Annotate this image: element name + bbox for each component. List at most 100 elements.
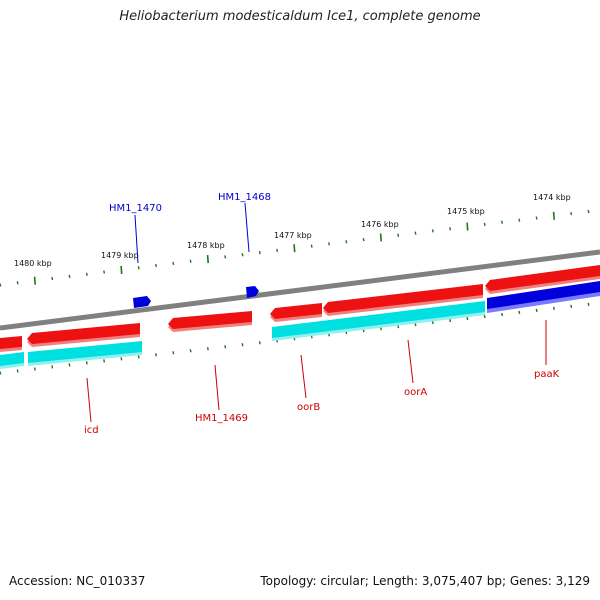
major-tick (206, 255, 209, 264)
map-title: Heliobacterium modesticaldum Ice1, compl… (119, 9, 481, 24)
gene-icd-cyan[interactable] (28, 341, 142, 363)
label-leader-icd (86, 377, 92, 423)
gene-right-red[interactable] (485, 265, 600, 291)
gene-oorA-red[interactable] (323, 284, 483, 313)
minor-tick (518, 310, 521, 315)
minor-tick (552, 306, 555, 311)
gene-label-hm1-1469[interactable]: HM1_1469 (195, 413, 248, 424)
gene-oorA-cyan[interactable] (272, 301, 485, 338)
minor-tick (68, 274, 71, 279)
minor-tick (206, 347, 209, 351)
minor-tick (570, 211, 573, 216)
minor-tick (276, 248, 279, 253)
minor-tick (241, 343, 244, 347)
minor-tick (466, 316, 469, 321)
minor-tick (33, 367, 36, 371)
label-leader-hm1-1468 (244, 202, 250, 253)
minor-tick (51, 276, 54, 281)
minor-tick (570, 304, 573, 309)
gene-icd-red[interactable] (27, 323, 140, 344)
label-leader-hm1-1469 (214, 364, 220, 411)
minor-tick (68, 363, 71, 367)
kbp-label-1476: 1476 kbp (361, 220, 399, 229)
gene-label-hm1-1468[interactable]: HM1_1468 (218, 192, 271, 203)
minor-tick (241, 253, 244, 257)
minor-tick (137, 266, 140, 270)
gene-cyan-left-edge[interactable] (0, 352, 24, 366)
accession-text: Accession: NC_010337 (9, 574, 146, 588)
gene-oorB-red[interactable] (270, 303, 322, 319)
minor-tick (483, 314, 486, 319)
label-leader-oorA (407, 339, 414, 384)
label-leader-oorB (300, 354, 307, 399)
minor-tick (449, 318, 452, 323)
minor-tick (0, 371, 2, 375)
minor-tick (258, 250, 261, 255)
minor-tick (137, 355, 140, 359)
minor-tick (449, 227, 452, 231)
minor-tick (189, 259, 192, 263)
gene-paaK-blue[interactable] (487, 281, 600, 309)
gene-label-hm1-1470[interactable]: HM1_1470 (109, 203, 162, 214)
minor-tick (0, 283, 2, 287)
major-tick (466, 222, 469, 231)
minor-tick (16, 369, 19, 373)
minor-tick (328, 242, 330, 246)
gene-red-left-edge[interactable] (0, 336, 22, 349)
major-tick (120, 265, 123, 274)
minor-tick (155, 353, 157, 357)
major-tick (552, 211, 555, 220)
minor-tick (103, 359, 106, 363)
major-tick (33, 276, 36, 285)
topology-text: Topology: circular; Length: 3,075,407 bp… (260, 574, 590, 588)
genome-backbone (0, 249, 600, 331)
minor-tick (431, 229, 434, 233)
kbp-label-1475: 1475 kbp (447, 207, 485, 216)
kbp-label-1474: 1474 kbp (533, 193, 571, 202)
minor-tick (414, 322, 417, 327)
minor-tick (397, 233, 400, 237)
minor-tick (501, 220, 503, 224)
minor-tick (85, 272, 88, 276)
minor-tick (172, 351, 175, 355)
minor-tick (51, 365, 54, 369)
minor-tick (501, 312, 503, 317)
minor-tick (483, 222, 486, 227)
gene-label-oorB[interactable]: oorB (297, 402, 320, 413)
minor-tick (85, 361, 88, 365)
gene-label-oorA[interactable]: oorA (404, 387, 427, 398)
minor-tick (535, 308, 538, 313)
minor-tick (224, 255, 227, 259)
kbp-label-1478: 1478 kbp (187, 241, 225, 250)
minor-tick (362, 237, 365, 242)
gene-label-paaK[interactable]: paaK (534, 369, 560, 380)
minor-tick (310, 244, 313, 248)
minor-tick (120, 357, 123, 361)
major-tick (293, 244, 296, 253)
minor-tick (172, 261, 175, 266)
minor-tick (535, 216, 538, 220)
label-leader-hm1-1470 (134, 214, 139, 264)
minor-tick (587, 209, 590, 214)
kbp-label-1480: 1480 kbp (14, 259, 52, 268)
minor-tick (518, 218, 521, 222)
minor-tick (258, 341, 261, 345)
minor-tick (345, 240, 348, 244)
minor-tick (155, 263, 157, 268)
minor-tick (414, 231, 417, 235)
kbp-label-1477: 1477 kbp (274, 231, 312, 240)
outer-tick-ring (0, 209, 590, 287)
gene-hm1-1470[interactable] (133, 296, 151, 308)
gene-hm1-1469-red[interactable] (168, 311, 252, 329)
minor-tick (224, 345, 227, 349)
minor-tick (189, 349, 192, 353)
minor-tick (587, 302, 590, 307)
minor-tick (431, 320, 434, 325)
minor-tick (103, 270, 106, 274)
gene-hm1-1468[interactable] (246, 286, 259, 298)
gene-label-icd[interactable]: icd (84, 425, 99, 436)
major-tick (379, 233, 382, 242)
kbp-label-1479: 1479 kbp (101, 251, 139, 260)
